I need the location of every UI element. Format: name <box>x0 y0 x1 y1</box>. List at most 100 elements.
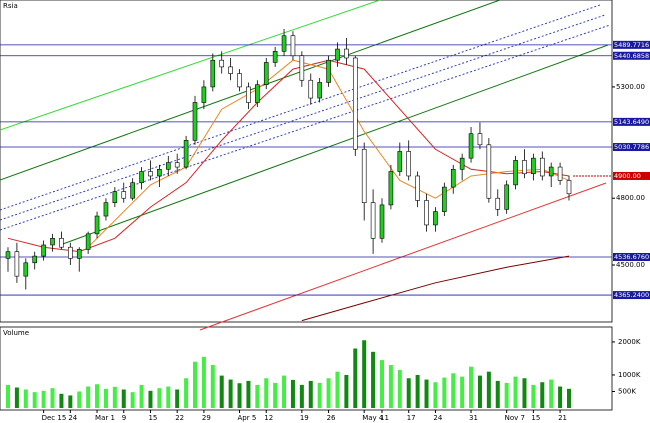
candle-body <box>513 160 518 186</box>
y-tick-label: 500K <box>618 387 636 395</box>
candle-body <box>531 157 536 175</box>
x-tick-label: 24 <box>68 414 77 422</box>
volume-bar <box>424 379 429 408</box>
volume-bar <box>121 389 126 408</box>
chart-title: Rsia <box>3 2 18 10</box>
volume-bar <box>41 390 46 408</box>
candle-body <box>317 82 322 99</box>
candle-body <box>210 59 216 88</box>
volume-bar <box>77 391 82 408</box>
y-tick-label: 4800.00 <box>616 194 645 202</box>
candle-body <box>121 191 127 199</box>
volume-bar <box>531 384 536 408</box>
volume-bar <box>513 376 518 408</box>
last-price-box <box>613 171 650 180</box>
volume-bar <box>317 382 322 408</box>
last-price-label: 4900.00 <box>614 172 641 180</box>
candle-body <box>139 171 144 183</box>
volume-bar <box>451 373 456 408</box>
y-tick-label: 1000K <box>618 371 641 379</box>
trend-line <box>0 14 606 221</box>
volume-bar <box>32 392 37 408</box>
x-tick-label: May 4 <box>362 414 384 422</box>
x-tick-label: 31 <box>469 414 478 422</box>
candle-body <box>459 157 465 170</box>
volume-bar <box>388 365 393 408</box>
trend-lines <box>0 0 611 331</box>
moving-average <box>301 255 570 322</box>
volume-bar <box>433 382 438 408</box>
volume-bar <box>495 380 500 408</box>
volume-bar <box>415 374 420 408</box>
x-tick-label: 17 <box>407 414 416 422</box>
level-label: 4365.2400 <box>614 291 649 299</box>
x-tick-label: 9 <box>122 414 126 422</box>
candle-body <box>68 246 73 259</box>
x-tick-label: Nov 7 <box>505 414 525 422</box>
volume-bar <box>344 374 349 408</box>
x-tick-label: 15 <box>531 414 540 422</box>
volume-bar <box>567 388 571 408</box>
volume-bar <box>469 366 474 408</box>
candle-body <box>148 171 153 177</box>
volume-bar <box>86 386 91 408</box>
x-tick-label: Apr 5 <box>238 414 257 422</box>
y-tick-label: 5300.00 <box>616 83 645 91</box>
candle-body <box>433 211 438 226</box>
candle-body <box>263 62 269 85</box>
candle-body <box>246 86 251 103</box>
volume-bar <box>59 393 64 408</box>
x-tick-label: 21 <box>558 414 567 422</box>
volume-bar <box>237 383 242 408</box>
candle-body <box>290 35 296 57</box>
volume-bar <box>326 378 331 408</box>
candle-body <box>157 168 162 177</box>
level-label-box <box>613 291 650 300</box>
volume-bar <box>68 395 73 408</box>
volume-bar <box>210 365 215 408</box>
volume-bar <box>103 388 108 408</box>
volume-bar <box>148 390 153 408</box>
candle-body <box>174 162 180 168</box>
x-tick-label: 24 <box>433 414 442 422</box>
volume-bar <box>219 375 224 408</box>
candle-body <box>308 79 314 99</box>
x-tick-label: 29 <box>202 414 211 422</box>
candle-body <box>486 144 492 199</box>
trend-line <box>0 4 601 211</box>
candle-body <box>379 204 385 239</box>
volume-bar <box>255 384 260 408</box>
x-tick-label: Dec 15 <box>42 414 67 422</box>
level-label: 5440.6858 <box>614 52 649 60</box>
volume-bar <box>406 378 411 408</box>
candle-body <box>85 233 91 250</box>
candle-body <box>539 157 545 177</box>
price-panel <box>0 0 613 323</box>
volume-bar <box>380 360 384 408</box>
candle-body <box>361 148 367 203</box>
volume-bar <box>362 340 367 408</box>
candle-body <box>557 166 563 181</box>
candle-body <box>477 133 483 146</box>
candle-body <box>424 200 429 226</box>
volume-bar <box>371 351 376 408</box>
candle-body <box>76 249 82 259</box>
candle-body <box>219 59 225 68</box>
volume-bar <box>184 378 189 408</box>
volume-bar <box>335 371 340 408</box>
volume-bar <box>6 384 10 408</box>
trend-line <box>0 0 381 131</box>
volume-bar <box>540 382 545 408</box>
volume-bar <box>95 384 100 408</box>
candle-body <box>397 151 403 172</box>
trend-line <box>199 182 607 331</box>
y-tick-label: 4500.00 <box>616 261 645 269</box>
candle-body <box>352 57 358 150</box>
candle-body <box>450 168 456 188</box>
volume-bar <box>175 389 180 408</box>
x-tick-label: 11 <box>380 414 389 422</box>
candle-body <box>192 102 198 141</box>
x-tick-label: 12 <box>264 414 273 422</box>
volume-bar <box>23 389 28 408</box>
candle-body <box>548 166 554 177</box>
